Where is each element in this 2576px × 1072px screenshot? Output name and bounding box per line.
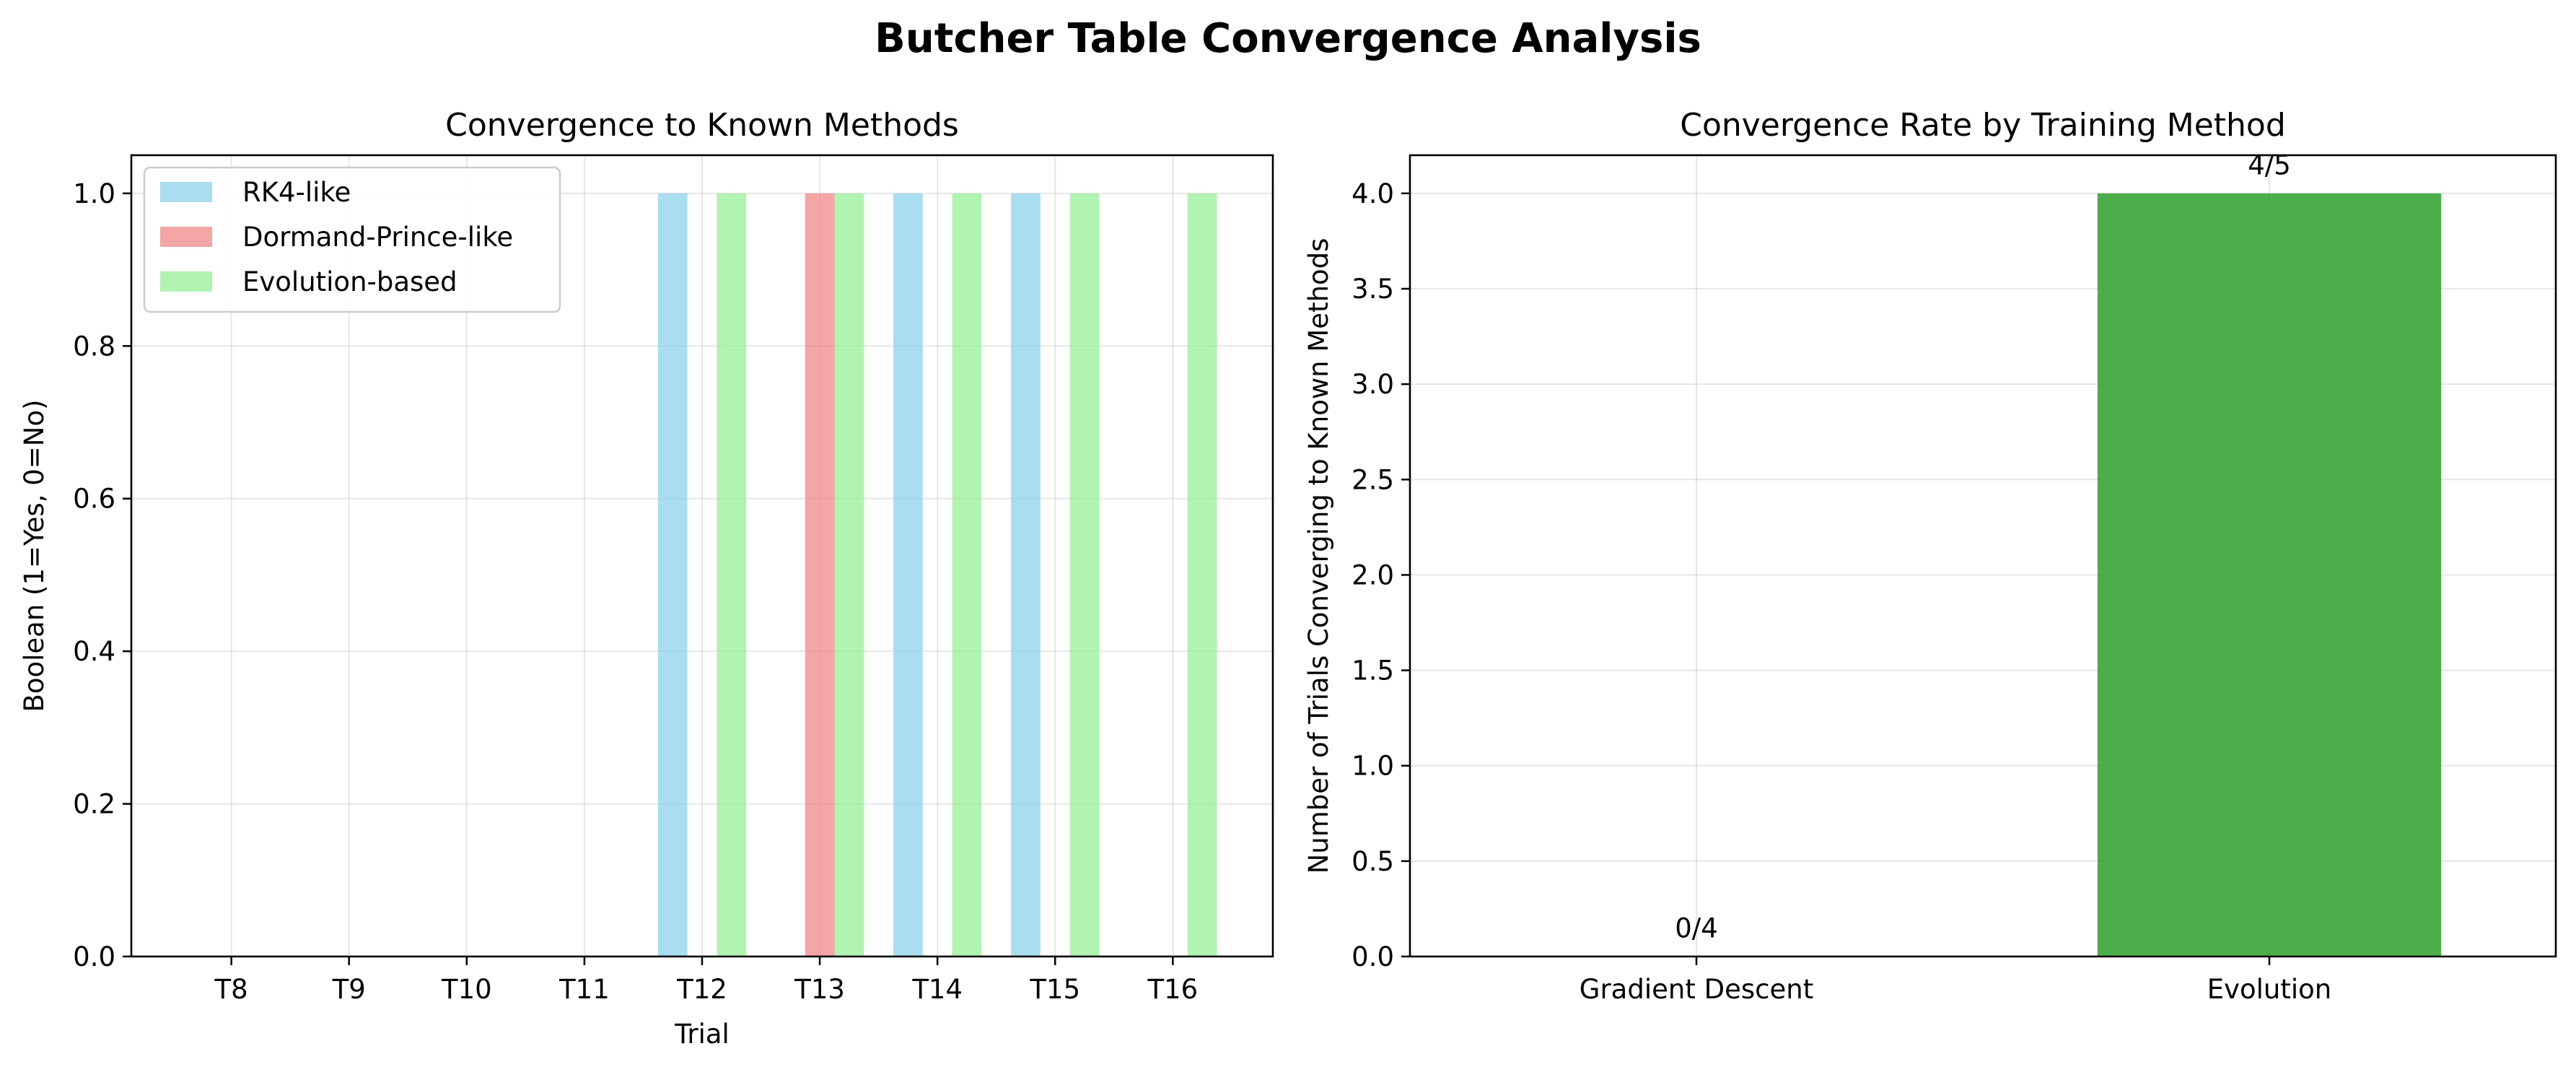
- left-chart: T8 T9 T10 T11 T12 T13 T14 T15 T16 0.0 0.2 0.4 0.6 0.8…: [19, 107, 1274, 1050]
- figure-title: Butcher Table Convergence Analysis: [875, 15, 1701, 62]
- right-y-tick-label: 3.0: [1351, 369, 1394, 400]
- left-x-tick-label: T15: [1029, 974, 1080, 1005]
- left-bars: [657, 193, 1217, 956]
- right-chart-title: Convergence Rate by Training Method: [1680, 107, 2286, 144]
- left-bar-rk4-like: [657, 193, 688, 956]
- right-y-tick-label: 0.0: [1351, 941, 1394, 972]
- left-bar-evolution-based: [717, 193, 747, 956]
- left-bar-evolution-based: [1187, 193, 1217, 956]
- right-y-tick-label: 4.0: [1351, 178, 1394, 209]
- legend-swatch: [160, 227, 212, 247]
- left-x-tick-label: T9: [332, 974, 366, 1005]
- right-data-label: 4/5: [2248, 149, 2291, 180]
- right-y-tick-label: 3.5: [1351, 274, 1394, 305]
- right-bar: [2097, 193, 2442, 956]
- left-bar-evolution-based: [834, 193, 864, 956]
- left-x-tick-label: T16: [1147, 974, 1199, 1005]
- left-y-tick-label: 0.4: [73, 636, 115, 667]
- right-y-tick-label: 1.5: [1351, 655, 1394, 687]
- legend: RK4-like Dormand-Prince-like Evolution-bas…: [143, 166, 561, 313]
- left-bar-rk4-like: [893, 193, 923, 956]
- left-chart-title: Convergence to Known Methods: [445, 107, 959, 144]
- left-y-tick-label: 1.0: [73, 178, 115, 209]
- right-x-tick-label: Evolution: [2207, 974, 2332, 1005]
- left-x-tick-label: T13: [794, 974, 845, 1005]
- left-bar-evolution-based: [1069, 193, 1100, 956]
- left-y-axis-label: Boolean (1=Yes, 0=No): [19, 399, 50, 712]
- left-x-tick-label: T10: [441, 974, 492, 1005]
- left-bar-dormand-prince-like: [805, 193, 835, 956]
- right-y-axis-label: Number of Trials Converging to Known Met…: [1303, 238, 1334, 874]
- right-x-tick-label: Gradient Descent: [1580, 974, 1813, 1005]
- right-ticks: Gradient Descent Evolution 0.0 0.5 1.0 1.5 2.0…: [1351, 178, 2331, 1005]
- left-x-tick-label: T8: [214, 974, 248, 1005]
- left-ticks: T8 T9 T10 T11 T12 T13 T14 T15 T16 0.0 0.2 0.4 0.6 0.8…: [73, 178, 1198, 1005]
- left-x-axis-label: Trial: [674, 1019, 730, 1050]
- left-bar-evolution-based: [952, 193, 982, 956]
- right-y-tick-label: 1.0: [1351, 751, 1394, 782]
- left-y-tick-label: 0.0: [73, 941, 115, 972]
- legend-box: [143, 166, 561, 313]
- right-plot-frame: [1409, 154, 2557, 958]
- right-y-tick-label: 2.0: [1351, 559, 1394, 591]
- legend-label: Evolution-based: [242, 266, 457, 297]
- legend-label: Dormand-Prince-like: [242, 222, 513, 253]
- right-y-tick-label: 2.5: [1351, 464, 1394, 495]
- left-y-tick-label: 0.6: [73, 484, 115, 515]
- left-x-tick-label: T11: [558, 974, 610, 1005]
- legend-label: RK4-like: [242, 177, 351, 208]
- left-x-tick-label: T14: [911, 974, 963, 1005]
- right-y-tick-label: 0.5: [1351, 846, 1394, 877]
- right-data-label: 0/4: [1675, 913, 1718, 944]
- right-data-labels: 0/4 4/5: [1675, 149, 2291, 944]
- right-bars: [2097, 193, 2442, 956]
- legend-swatch: [160, 182, 212, 202]
- left-y-tick-label: 0.2: [73, 789, 115, 820]
- right-chart: Gradient Descent Evolution 0.0 0.5 1.0 1.5 2.0…: [1303, 107, 2557, 1005]
- legend-swatch: [160, 271, 212, 292]
- left-bar-rk4-like: [1011, 193, 1041, 956]
- left-x-tick-label: T12: [676, 974, 727, 1005]
- left-y-tick-label: 0.8: [73, 331, 115, 362]
